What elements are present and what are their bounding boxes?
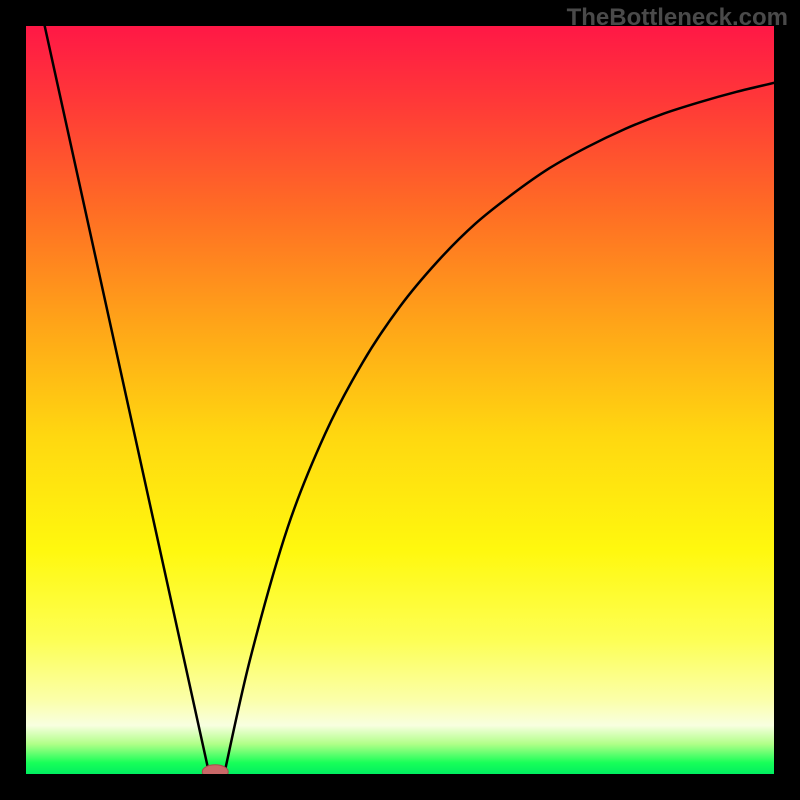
plot-area (26, 26, 774, 774)
chart-root: TheBottleneck.com (0, 0, 800, 800)
watermark-text: TheBottleneck.com (567, 4, 788, 32)
minimum-marker (26, 26, 774, 774)
